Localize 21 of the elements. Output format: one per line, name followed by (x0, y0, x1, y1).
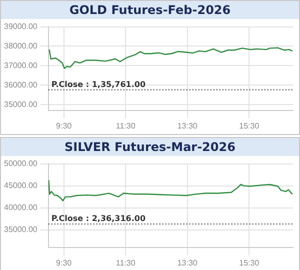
x-tick-label: 9:30 (56, 258, 72, 268)
x-tick-label: 15:30 (239, 258, 260, 268)
x-tick-label: 11:30 (116, 258, 136, 268)
y-tick-label: 35000.00 (4, 225, 38, 234)
chart-title: GOLD Futures-Feb-2026 (1, 1, 299, 19)
y-tick-label: 37000.00 (4, 60, 38, 70)
annotation: P.Close : 1,35,761.00 (51, 80, 146, 89)
y-tick-label: 36000.00 (4, 80, 38, 90)
y-tick-label: 38000.00 (4, 41, 38, 50)
y-tick-label: 35000.00 (4, 100, 38, 109)
y-tick-label: 45000.00 (4, 181, 38, 190)
x-tick-label: 15:30 (239, 121, 260, 130)
y-tick-label: 39000.00 (4, 22, 38, 32)
annotation: P.Close : 2,36,316.00 (51, 214, 146, 224)
x-tick-label: 11:30 (116, 121, 136, 130)
x-tick-label: 13:30 (177, 258, 198, 268)
y-tick-label: 40000.00 (4, 203, 38, 212)
x-tick-label: 9:30 (56, 121, 72, 130)
chart-title: SILVER Futures-Mar-2026 (1, 138, 299, 156)
x-tick-label: 13:30 (177, 121, 198, 130)
y-tick-label: 50000.00 (4, 159, 38, 168)
